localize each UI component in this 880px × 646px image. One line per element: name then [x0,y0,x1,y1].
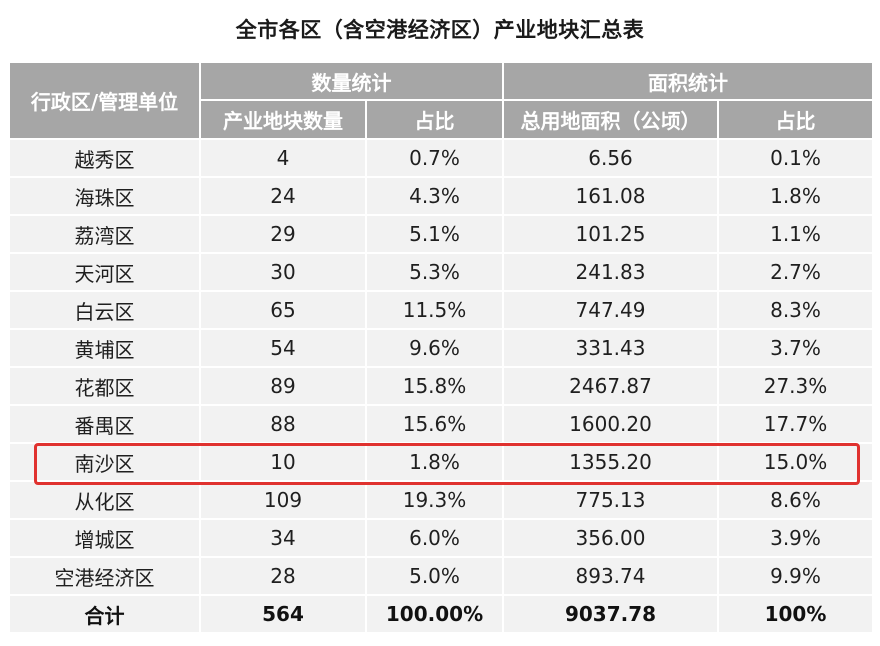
cell-area: 1355.20 [502,442,719,482]
cell-count-share: 5.1% [365,214,504,254]
cell-area: 331.43 [502,328,719,368]
cell-area: 6.56 [502,138,719,178]
cell-area: 775.13 [502,480,719,520]
cell-district: 增城区 [8,518,201,558]
cell-district: 天河区 [8,252,201,292]
cell-district: 南沙区 [8,442,201,482]
cell-district: 花都区 [8,366,201,406]
cell-district: 越秀区 [8,138,201,178]
header-group-count: 数量统计 [199,61,504,101]
cell-count: 24 [199,176,367,216]
cell-area-share: 8.6% [717,480,874,520]
cell-count: 28 [199,556,367,596]
cell-count-share: 5.0% [365,556,504,596]
cell-area: 241.83 [502,252,719,292]
header-count: 产业地块数量 [199,99,367,140]
header-group-area: 面积统计 [502,61,874,101]
table-row: 白云区 65 11.5% 747.49 8.3% [8,290,874,330]
total-count: 564 [199,594,367,634]
cell-area-share: 0.1% [717,138,874,178]
cell-count: 88 [199,404,367,444]
cell-count: 65 [199,290,367,330]
cell-area-share: 3.7% [717,328,874,368]
cell-count-share: 0.7% [365,138,504,178]
table-row: 天河区 30 5.3% 241.83 2.7% [8,252,874,292]
table-row: 越秀区 4 0.7% 6.56 0.1% [8,138,874,178]
cell-count-share: 1.8% [365,442,504,482]
cell-area: 161.08 [502,176,719,216]
table-row: 海珠区 24 4.3% 161.08 1.8% [8,176,874,216]
cell-count: 4 [199,138,367,178]
table-row: 荔湾区 29 5.1% 101.25 1.1% [8,214,874,254]
table-row: 从化区 109 19.3% 775.13 8.6% [8,480,874,520]
cell-area: 2467.87 [502,366,719,406]
cell-count: 89 [199,366,367,406]
cell-area-share: 2.7% [717,252,874,292]
cell-count: 34 [199,518,367,558]
cell-district: 番禺区 [8,404,201,444]
table-row: 番禺区 88 15.6% 1600.20 17.7% [8,404,874,444]
table-row: 增城区 34 6.0% 356.00 3.9% [8,518,874,558]
cell-area-share: 8.3% [717,290,874,330]
cell-area: 356.00 [502,518,719,558]
cell-area: 101.25 [502,214,719,254]
cell-area: 1600.20 [502,404,719,444]
cell-area-share: 17.7% [717,404,874,444]
cell-district: 海珠区 [8,176,201,216]
cell-area-share: 15.0% [717,442,874,482]
cell-area: 747.49 [502,290,719,330]
cell-count-share: 9.6% [365,328,504,368]
total-row: 合计 564 100.00% 9037.78 100% [8,594,874,634]
cell-area-share: 9.9% [717,556,874,596]
cell-district: 从化区 [8,480,201,520]
table-row: 空港经济区 28 5.0% 893.74 9.9% [8,556,874,596]
header-area-share: 占比 [717,99,874,140]
cell-count-share: 5.3% [365,252,504,292]
cell-district: 荔湾区 [8,214,201,254]
cell-area: 893.74 [502,556,719,596]
cell-count-share: 15.6% [365,404,504,444]
total-count-share: 100.00% [365,594,504,634]
cell-area-share: 1.1% [717,214,874,254]
total-area: 9037.78 [502,594,719,634]
header-area: 总用地面积（公顷） [502,99,719,140]
cell-count-share: 6.0% [365,518,504,558]
cell-district: 空港经济区 [8,556,201,596]
header-count-share: 占比 [365,99,504,140]
cell-count: 29 [199,214,367,254]
cell-count-share: 15.8% [365,366,504,406]
cell-area-share: 3.9% [717,518,874,558]
summary-table: 行政区/管理单位 数量统计 面积统计 产业地块数量 占比 总用地面积（公顷） 占… [8,61,874,634]
cell-district: 白云区 [8,290,201,330]
cell-area-share: 27.3% [717,366,874,406]
cell-count-share: 11.5% [365,290,504,330]
cell-count: 109 [199,480,367,520]
cell-count-share: 19.3% [365,480,504,520]
table-row: 花都区 89 15.8% 2467.87 27.3% [8,366,874,406]
cell-count: 10 [199,442,367,482]
total-area-share: 100% [717,594,874,634]
table-title: 全市各区（含空港经济区）产业地块汇总表 [235,18,645,42]
cell-count: 54 [199,328,367,368]
cell-area-share: 1.8% [717,176,874,216]
cell-count-share: 4.3% [365,176,504,216]
cell-count: 30 [199,252,367,292]
cell-district: 黄埔区 [8,328,201,368]
table-row-highlighted: 南沙区 10 1.8% 1355.20 15.0% [8,442,874,482]
header-district: 行政区/管理单位 [8,61,201,140]
total-label: 合计 [8,594,201,634]
table-row: 黄埔区 54 9.6% 331.43 3.7% [8,328,874,368]
